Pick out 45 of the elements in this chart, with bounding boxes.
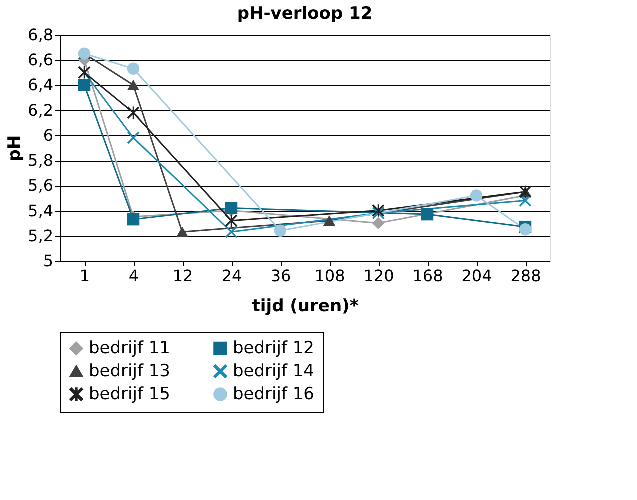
point <box>323 216 336 226</box>
point <box>127 62 140 76</box>
x-tick-label: 36 <box>270 266 292 286</box>
point <box>519 224 532 236</box>
y-tick-label: 6,8 <box>28 26 54 44</box>
point <box>127 132 140 144</box>
point <box>78 79 91 92</box>
point <box>127 213 140 226</box>
y-tick-label: 6,2 <box>28 100 54 120</box>
point <box>372 217 385 230</box>
legend-label: bedrijf 11 <box>89 338 170 359</box>
x-tick-label: 120 <box>364 266 394 286</box>
y-tick-label: 5,8 <box>28 151 54 170</box>
y-tick-label: 6,4 <box>28 76 54 95</box>
x-tick-label: 108 <box>314 266 346 286</box>
x-tick-label: 168 <box>412 266 444 286</box>
y-tick-label: 6,6 <box>28 50 54 70</box>
point <box>127 80 140 91</box>
y-axis-title: pH <box>5 135 26 162</box>
y-tick-label: 5,4 <box>28 201 54 220</box>
point <box>127 106 140 119</box>
x-tick-label: 288 <box>510 266 542 286</box>
point <box>225 202 238 214</box>
point <box>274 224 287 237</box>
x-axis-title: tijd (uren)* <box>252 296 359 316</box>
point <box>176 226 189 238</box>
point <box>421 208 434 221</box>
y-tick-label: 6 <box>43 126 54 145</box>
point <box>225 214 238 227</box>
x-tick-label: 1 <box>80 266 90 286</box>
legend-label: bedrijf 12 <box>233 338 314 359</box>
y-tick-label: 5,6 <box>28 176 54 196</box>
legend-label: bedrijf 15 <box>89 384 170 404</box>
point <box>225 226 238 238</box>
x-tick-label: 4 <box>128 266 140 286</box>
legend-label: bedrijf 13 <box>89 362 170 382</box>
y-tick-label: 5,2 <box>28 226 54 246</box>
y-tick-label: 5 <box>43 252 54 270</box>
legend-label: bedrijf 16 <box>233 384 314 404</box>
chart-title: pH-verloop 12 <box>237 4 373 24</box>
point <box>470 190 483 202</box>
legend-label: bedrijf 14 <box>233 362 314 382</box>
x-tick-label: 204 <box>462 266 492 286</box>
x-tick-label: 24 <box>222 266 242 286</box>
x-tick-label: 12 <box>172 266 194 286</box>
